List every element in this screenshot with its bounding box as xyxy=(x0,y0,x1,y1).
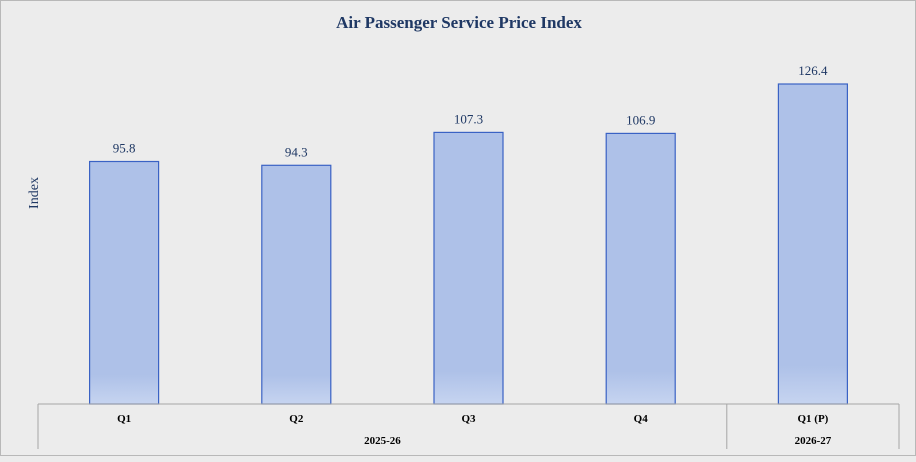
data-label: 106.9 xyxy=(626,112,655,127)
tick-label: Q2 xyxy=(289,413,304,425)
tick-label: Q3 xyxy=(461,413,476,425)
group-label: 2025-26 xyxy=(364,435,401,447)
y-axis-label: Index xyxy=(27,177,42,209)
bar-q1 xyxy=(88,160,160,405)
group-label: 2026-27 xyxy=(795,435,832,447)
bar-q1-p xyxy=(777,83,849,405)
tick-label: Q1 (P) xyxy=(797,413,828,425)
data-label: 94.3 xyxy=(285,144,308,159)
bar-q4 xyxy=(605,132,676,405)
data-label: 107.3 xyxy=(454,111,483,126)
chart-title: Air Passenger Service Price Index xyxy=(336,13,582,32)
category-axis: Q1 Q2 Q3 Q4 Q1 (P) 2025-26 2026-27 xyxy=(37,403,900,449)
data-label: 126.4 xyxy=(798,63,828,78)
bar-q3 xyxy=(433,131,504,405)
bars-layer: 95.8 94.3 107.3 106.9 126.4 xyxy=(88,63,849,405)
tick-label: Q1 xyxy=(117,413,131,425)
bar-q2 xyxy=(261,164,332,405)
data-label: 95.8 xyxy=(113,141,136,156)
tick-label: Q4 xyxy=(634,413,649,425)
